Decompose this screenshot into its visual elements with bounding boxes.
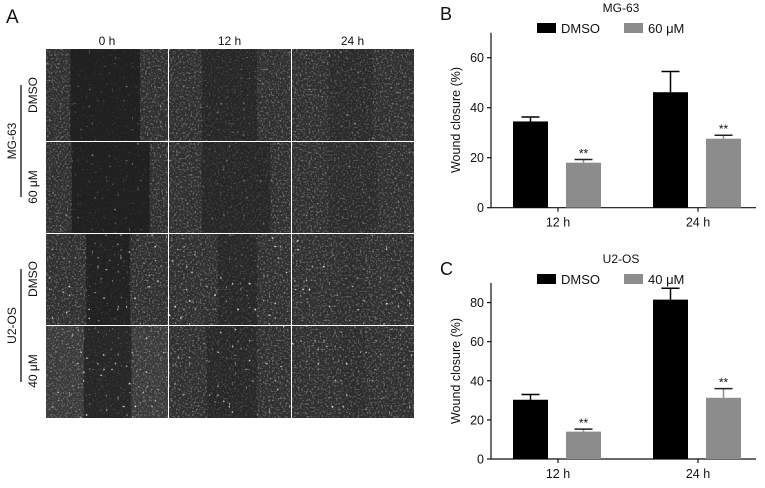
y-tick-label: 60	[470, 335, 484, 349]
panel-label: B	[440, 4, 452, 24]
y-tick-label: 20	[470, 413, 484, 427]
legend-label: DMSO	[561, 272, 600, 287]
column-label: 0 h	[99, 34, 116, 48]
bar	[513, 121, 548, 208]
significance-label: **	[579, 416, 589, 430]
chart-title: U2-OS	[603, 252, 640, 266]
micrograph-cell	[169, 234, 291, 325]
bar	[566, 431, 601, 459]
bar	[653, 92, 688, 208]
legend-swatch	[537, 23, 556, 33]
legend-label: DMSO	[561, 21, 600, 36]
legend-swatch	[624, 274, 643, 284]
legend-swatch	[624, 23, 643, 33]
x-tick-label: 12 h	[546, 467, 570, 481]
column-label: 12 h	[218, 34, 241, 48]
legend-label: 40 μM	[648, 272, 684, 287]
significance-label: **	[719, 376, 729, 390]
row-label: DMSO	[26, 261, 40, 297]
x-tick-label: 24 h	[686, 216, 710, 230]
significance-label: **	[719, 122, 729, 136]
bar	[706, 138, 741, 208]
x-tick-label: 24 h	[686, 467, 710, 481]
legend-swatch	[537, 274, 556, 284]
y-tick-label: 0	[477, 201, 484, 215]
micrograph-cell	[46, 234, 168, 325]
micrograph-cell	[46, 142, 168, 233]
row-label: 60 μM	[26, 170, 40, 204]
panel-label: C	[440, 259, 453, 279]
significance-label: **	[579, 146, 589, 160]
micrograph-grid	[45, 48, 415, 419]
y-tick-label: 40	[470, 374, 484, 388]
bar	[706, 397, 741, 459]
micrograph-cell	[169, 326, 291, 418]
group-label: MG-63	[5, 122, 19, 159]
panel-a-label: A	[6, 7, 19, 28]
y-tick-label: 20	[470, 151, 484, 165]
row-label: 40 μM	[26, 354, 40, 388]
micrograph-cell	[169, 49, 291, 141]
bar	[566, 162, 601, 208]
row-label: DMSO	[26, 77, 40, 113]
x-tick-label: 12 h	[546, 216, 570, 230]
micrograph-cell	[292, 49, 414, 141]
micrograph-cell	[169, 142, 291, 233]
micrograph-cell	[292, 234, 414, 325]
legend-label: 60 μM	[648, 21, 684, 36]
micrograph-cell	[46, 326, 168, 418]
panel-a: A 0 h 12 h 24 h MG-63 DMSO 60 μM U2-OS DMSO 40 …	[5, 7, 415, 419]
column-label: 24 h	[341, 34, 364, 48]
group-label: U2-OS	[5, 307, 19, 344]
y-tick-label: 40	[470, 101, 484, 115]
chart-title: MG-63	[603, 1, 640, 15]
micrograph-cell	[292, 142, 414, 233]
micrograph-cell	[46, 49, 168, 141]
bar	[653, 299, 688, 459]
y-tick-label: 80	[470, 296, 484, 310]
micrograph-cell	[292, 326, 414, 418]
bar	[513, 399, 548, 459]
y-tick-label: 0	[477, 453, 484, 467]
y-axis-label: Wound closure (%)	[449, 67, 463, 173]
y-axis-label: Wound closure (%)	[449, 318, 463, 424]
y-tick-label: 60	[470, 51, 484, 65]
